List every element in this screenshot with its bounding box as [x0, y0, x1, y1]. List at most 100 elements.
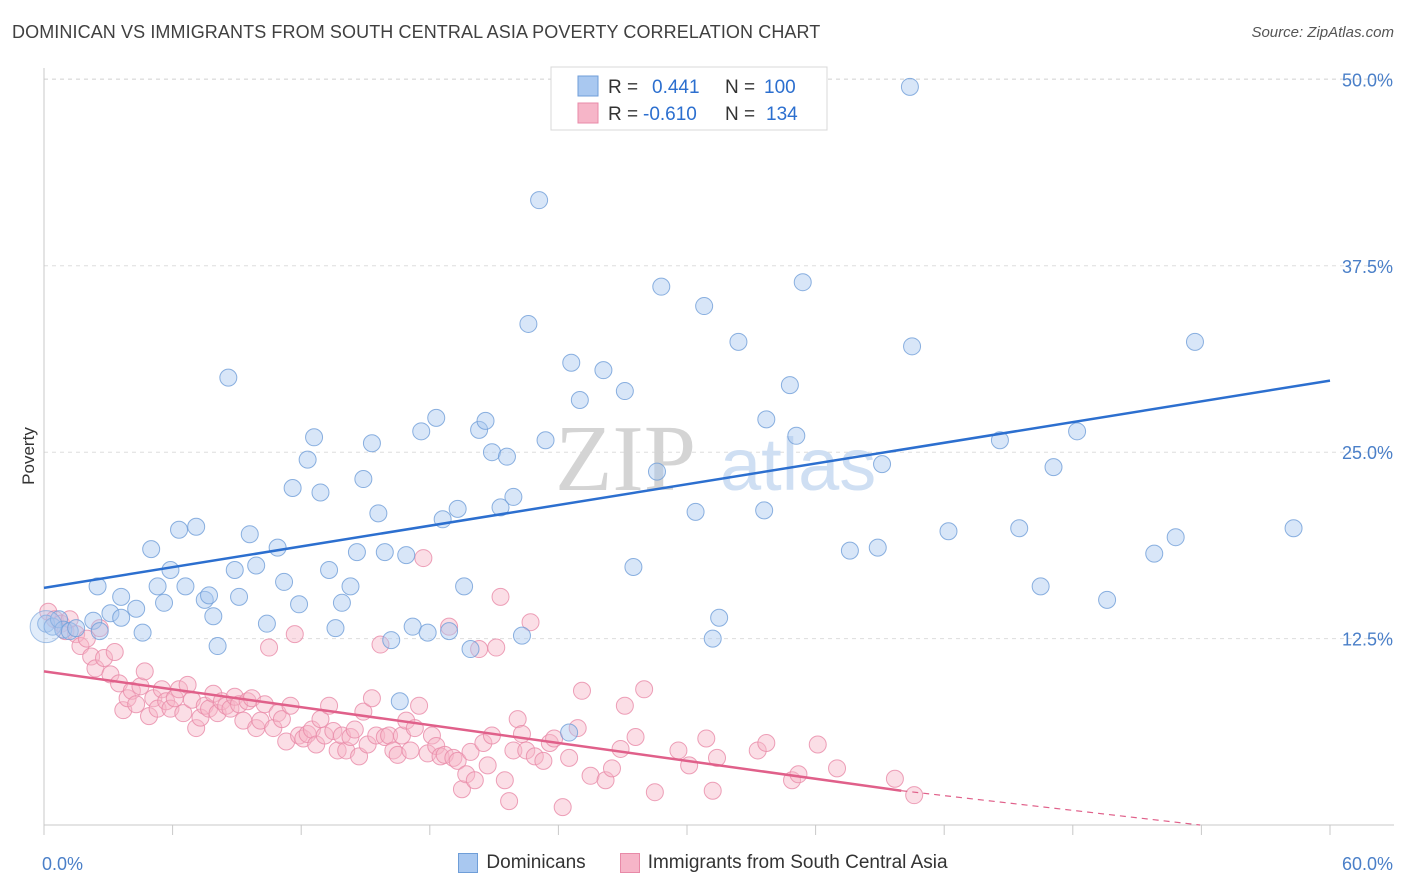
data-point-immigrants — [534, 751, 553, 770]
data-point-dominicans — [990, 431, 1009, 450]
data-point-dominicans — [311, 483, 330, 502]
data-point-dominicans — [594, 361, 613, 380]
data-point-immigrants — [174, 704, 193, 723]
data-point-dominicans — [219, 368, 238, 387]
data-point-dominicans — [1185, 332, 1204, 351]
data-point-dominicans — [780, 376, 799, 395]
y-tick-label: 25.0% — [1342, 443, 1393, 463]
data-point-dominicans — [1068, 422, 1087, 441]
data-point-dominicans — [491, 498, 510, 517]
data-point-immigrants — [757, 733, 776, 752]
legend-swatch-immigrants — [619, 853, 640, 873]
data-point-dominicans — [200, 586, 219, 605]
data-point-dominicans — [204, 607, 223, 626]
tick-labels: 12.5% 25.0% 37.5% 50.0% 0.0% 60.0% — [42, 70, 1393, 874]
data-point-immigrants — [95, 648, 114, 667]
data-point-dominicans — [729, 332, 748, 351]
data-point-dominicans — [787, 426, 806, 445]
data-point-dominicans — [382, 631, 401, 650]
trend-lines — [43, 379, 1331, 826]
data-point-dominicans — [275, 572, 294, 591]
data-point-dominicans — [560, 723, 579, 742]
data-point-dominicans — [67, 619, 86, 638]
watermark-atlas: atlas — [720, 423, 876, 506]
data-point-immigrants — [581, 766, 600, 785]
data-point-immigrants — [495, 771, 514, 790]
data-point-dominicans — [652, 277, 671, 296]
data-point-dominicans — [1166, 528, 1185, 547]
data-point-dominicans — [482, 443, 501, 462]
x-tick-label: 0.0% — [42, 854, 83, 874]
data-point-dominicans — [1010, 519, 1029, 538]
data-point-dominicans — [840, 541, 859, 560]
data-point-immigrants — [478, 756, 497, 775]
source-credit: Source: ZipAtlas.com — [1251, 24, 1394, 41]
stats-legend-swatch-blue — [577, 75, 599, 97]
data-point-immigrants — [602, 759, 621, 778]
data-point-immigrants — [135, 662, 154, 681]
data-point-dominicans — [332, 593, 351, 612]
data-point-immigrants — [697, 729, 716, 748]
data-point-dominicans — [461, 640, 480, 659]
data-point-immigrants — [508, 710, 527, 729]
data-point-immigrants — [260, 638, 279, 657]
data-point-immigrants — [504, 741, 523, 760]
stats-n-value: 100 — [764, 77, 796, 98]
data-point-immigrants — [362, 689, 381, 708]
data-point-immigrants — [487, 638, 506, 657]
data-point-dominicans — [1044, 458, 1063, 477]
data-point-dominicans — [710, 608, 729, 627]
data-point-dominicans — [298, 450, 317, 469]
data-point-immigrants — [500, 792, 519, 811]
data-point-dominicans — [1031, 577, 1050, 596]
data-point-dominicans — [176, 577, 195, 596]
data-point-dominicans — [369, 504, 388, 523]
data-point-immigrants — [380, 726, 399, 745]
data-point-dominicans — [112, 587, 131, 606]
data-point-dominicans — [497, 447, 516, 466]
data-point-immigrants — [221, 699, 240, 718]
data-point-dominicans — [230, 587, 249, 606]
data-point-dominicans — [570, 391, 589, 409]
data-point-dominicans — [418, 623, 437, 642]
data-point-dominicans — [170, 520, 189, 539]
stats-r-label: R = — [608, 104, 638, 125]
data-point-dominicans — [440, 622, 459, 641]
trend-line-immigrants — [43, 670, 902, 792]
legend-label-dominicans: Dominicans — [486, 852, 586, 873]
data-point-dominicans — [412, 422, 431, 441]
data-point-immigrants — [560, 748, 579, 767]
data-point-dominicans — [695, 297, 714, 316]
data-point-immigrants — [885, 769, 904, 788]
data-point-dominicans — [390, 692, 409, 711]
data-point-dominicans — [375, 543, 394, 562]
data-point-dominicans — [512, 626, 531, 645]
data-point-immigrants — [461, 742, 480, 761]
stats-n-label: N = — [725, 104, 755, 125]
data-point-dominicans — [427, 408, 446, 427]
data-point-dominicans — [29, 610, 63, 644]
data-point-dominicans — [504, 487, 523, 506]
data-point-dominicans — [305, 428, 324, 447]
data-point-immigrants — [187, 719, 206, 738]
data-point-dominicans — [757, 410, 776, 429]
stats-r-label: R = — [608, 77, 638, 98]
legend-item-immigrants[interactable]: Immigrants from South Central Asia — [619, 852, 948, 874]
data-point-dominicans — [903, 337, 922, 356]
data-point-dominicans — [615, 382, 634, 401]
data-point-immigrants — [465, 771, 484, 790]
data-point-dominicans — [686, 502, 705, 521]
data-point-immigrants — [615, 696, 634, 715]
data-point-dominicans — [1284, 519, 1303, 538]
data-point-immigrants — [324, 722, 343, 741]
data-point-immigrants — [808, 735, 827, 754]
data-point-immigrants — [272, 710, 291, 729]
legend-item-dominicans[interactable]: Dominicans — [458, 852, 586, 874]
data-point-dominicans — [1145, 544, 1164, 563]
series-dominicans-points — [29, 77, 1303, 742]
legend-swatch-dominicans — [458, 853, 479, 873]
data-point-immigrants — [122, 681, 141, 700]
data-point-dominicans — [755, 501, 774, 520]
data-point-dominicans — [54, 620, 73, 639]
